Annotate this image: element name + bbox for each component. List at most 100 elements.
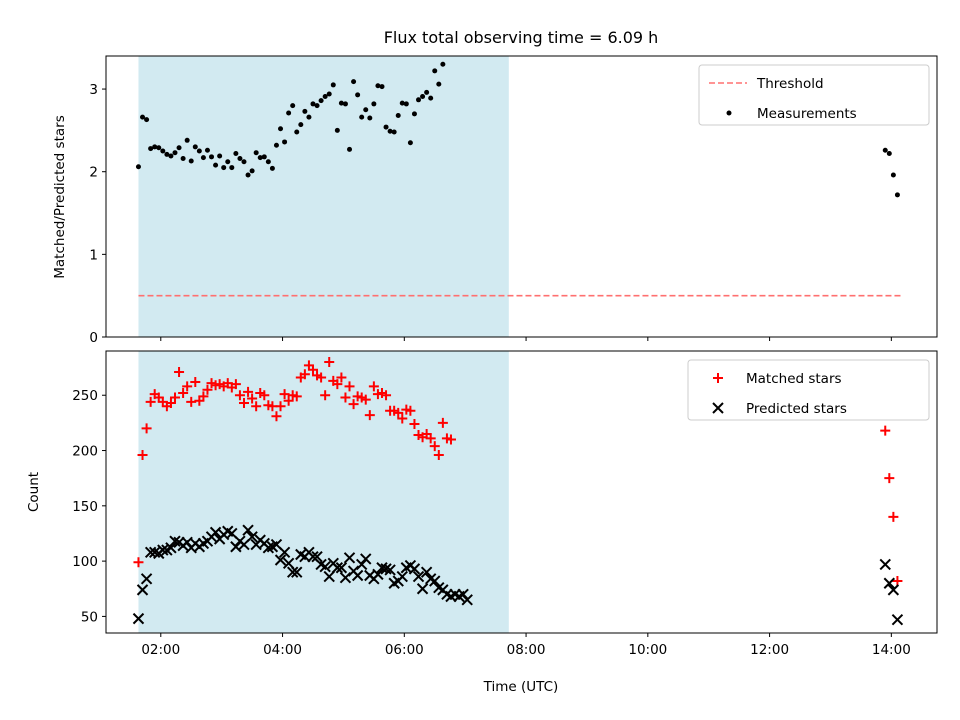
x-tick-label: 04:00 [263, 642, 302, 658]
predicted-stars-point [372, 568, 384, 581]
measurements-point [233, 151, 239, 157]
predicted-stars-legend-handle [712, 402, 724, 414]
matched-stars-point [437, 417, 448, 428]
measurements-point [387, 128, 393, 134]
predicted-stars-point [384, 564, 396, 576]
predicted-stars-point [457, 588, 469, 601]
measurements-point [440, 61, 446, 67]
measurements-point [273, 142, 279, 148]
measurements-point [245, 172, 251, 178]
x-tick-label: 08:00 [507, 642, 546, 658]
matched-stars-point [340, 392, 351, 403]
matched-stars-point [892, 576, 903, 587]
measurements-point [192, 144, 198, 150]
matched-stars-point [234, 390, 245, 401]
measurements-point [172, 150, 178, 156]
measurements-point [148, 146, 154, 152]
predicted-stars-point [132, 612, 145, 625]
measurements-point [209, 154, 215, 160]
predicted-stars-point [879, 558, 891, 571]
predicted-stars-point [136, 584, 149, 596]
observing-interval-shade [138, 56, 509, 337]
measurements-point [399, 100, 405, 106]
predicted-stars-point [461, 594, 473, 606]
predicted-stars-point [230, 541, 242, 553]
legend-box [698, 64, 930, 126]
y-tick-label: 50 [81, 609, 98, 625]
measurements-point [383, 124, 389, 130]
predicted-stars-point [380, 563, 392, 575]
predicted-stars-point [351, 569, 364, 582]
matched-stars-point [307, 364, 318, 375]
measurements-point [135, 164, 141, 170]
measurements-point [367, 115, 373, 121]
measurements-point [188, 158, 194, 164]
predicted-stars-point [291, 566, 303, 578]
predicted-stars-point [323, 570, 335, 583]
measurements-point [347, 146, 353, 152]
measurements-point [342, 101, 348, 107]
bottom-y-axis-label: Count [26, 472, 42, 512]
matched-stars-point [251, 401, 262, 412]
predicted-stars-point [408, 563, 421, 575]
measurements-point [253, 150, 259, 156]
measurements-point [411, 111, 417, 117]
measurements-point [278, 126, 284, 132]
matched-stars-legend-label: Matched stars [746, 371, 842, 387]
matched-stars-point [344, 381, 355, 392]
observing-interval-shade [138, 351, 509, 633]
matched-stars-point [348, 399, 359, 410]
matched-stars-point [230, 379, 241, 390]
legend-box [687, 359, 930, 421]
measurements-point [241, 159, 247, 165]
y-tick-label: 150 [72, 499, 98, 515]
measurements-point [338, 100, 344, 106]
matched-stars-point [393, 407, 404, 418]
matched-stars-point [178, 388, 189, 399]
predicted-stars-point [416, 583, 429, 595]
measurements-point [282, 139, 288, 145]
measurements-point [407, 140, 413, 146]
axes-frame [105, 350, 938, 634]
predicted-stars-point [360, 553, 372, 565]
matched-stars-point [259, 390, 270, 401]
predicted-stars-point [148, 546, 161, 558]
predicted-stars-point [278, 546, 291, 558]
predicted-stars-point [429, 575, 441, 587]
matched-stars-point [141, 423, 152, 434]
matched-stars-point [182, 381, 193, 392]
measurements-point [286, 110, 292, 116]
measurements-point [302, 108, 308, 114]
measurements-point [221, 165, 227, 171]
matched-stars-point [316, 372, 327, 383]
measurements-point [152, 144, 158, 150]
matched-stars-point [425, 433, 436, 444]
measurements-point [294, 129, 300, 135]
predicted-stars-point [286, 566, 299, 578]
predicted-stars-point [331, 562, 344, 574]
measurements-point [310, 101, 316, 107]
y-tick-label: 1 [89, 247, 98, 263]
matched-stars-point [190, 376, 201, 387]
y-tick-label: 100 [72, 554, 98, 570]
predicted-stars-point [376, 562, 388, 574]
predicted-stars-point [883, 577, 896, 589]
measurements-point [180, 155, 186, 161]
y-tick-label: 2 [89, 165, 98, 181]
measurements-point [326, 91, 332, 97]
legend: Matched stars Predicted stars [687, 359, 930, 421]
predicted-stars-point [887, 584, 900, 596]
matched-stars-point [279, 389, 290, 400]
predicted-stars-point [262, 542, 275, 554]
y-tick-label: 250 [72, 388, 98, 404]
predicted-stars-point [274, 554, 287, 566]
measurements-point [432, 68, 438, 74]
legend: Threshold Measurements [698, 64, 930, 126]
measurements-point [359, 114, 365, 120]
predicted-stars-point [157, 544, 169, 556]
measurements-point [391, 129, 397, 135]
matched-stars-point [433, 449, 444, 460]
matched-stars-point [299, 369, 310, 380]
predicted-stars-point [420, 566, 433, 578]
